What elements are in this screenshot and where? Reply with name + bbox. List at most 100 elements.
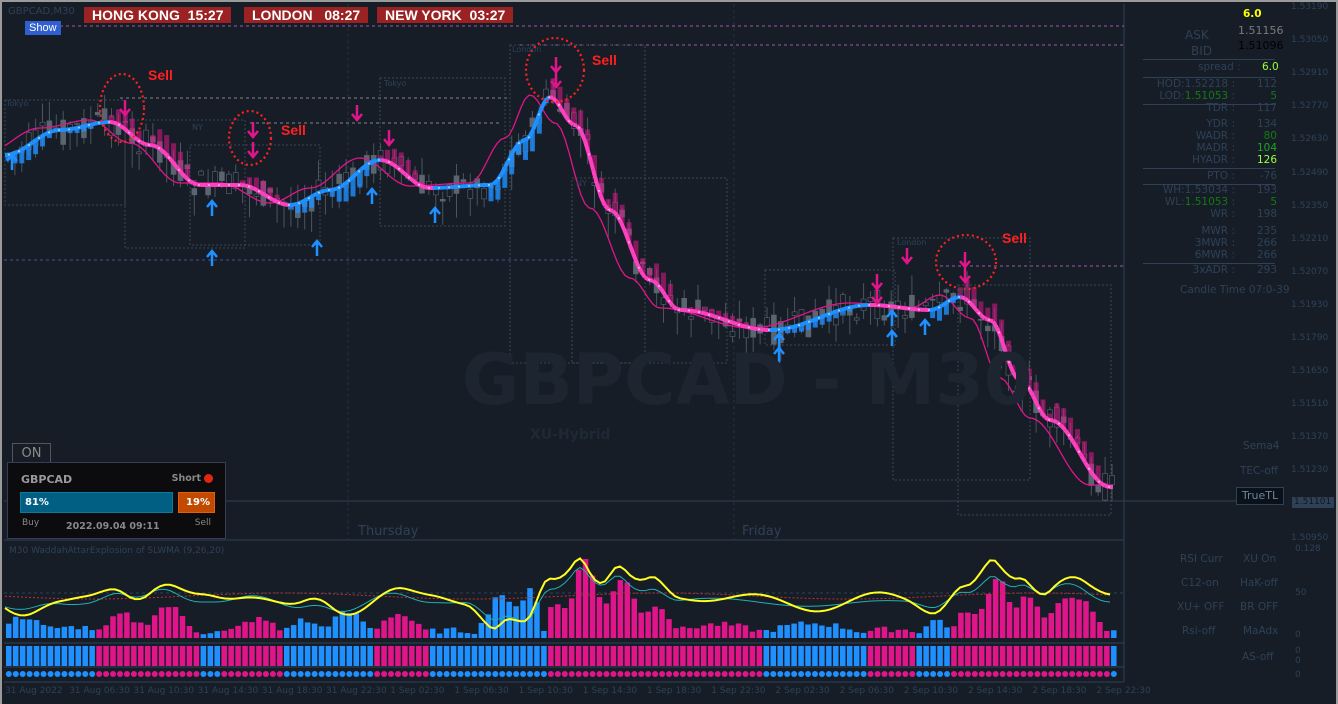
br-off-button[interactable]: BR OFF xyxy=(1240,601,1279,613)
trend-dot xyxy=(242,671,249,677)
trend-dot xyxy=(951,671,957,677)
histogram-bar xyxy=(367,627,373,638)
heiken-ashi-bar xyxy=(385,149,390,162)
histogram-bar xyxy=(395,613,401,638)
histogram-bar xyxy=(207,633,214,638)
trend-bar xyxy=(965,646,971,666)
xu-plus-off-button[interactable]: XU+ OFF xyxy=(1177,601,1225,613)
trend-dot xyxy=(228,671,235,677)
ma-dot xyxy=(1038,407,1040,410)
ma-dot xyxy=(258,190,260,193)
trend-dot xyxy=(165,671,172,677)
ma-dot xyxy=(48,131,50,134)
heiken-ashi-bar xyxy=(1075,429,1080,450)
trend-dot xyxy=(547,671,554,677)
histogram-bar xyxy=(360,621,366,638)
tec-off-label[interactable]: TEC-off xyxy=(1240,465,1279,477)
trend-bar xyxy=(979,646,985,666)
histogram-bar xyxy=(694,628,700,638)
trend-dot xyxy=(144,671,151,677)
session-label: Tokyo xyxy=(384,79,407,88)
clock-time: 15:27 xyxy=(187,7,224,23)
info-row-label: 6MWR : xyxy=(1194,249,1235,261)
candle-body xyxy=(791,311,798,316)
trend-bar xyxy=(721,646,728,666)
info-row-level: 1.52218 xyxy=(1184,78,1229,90)
dead-zone-line xyxy=(4,592,1111,600)
buy-percentage-bar: 81% xyxy=(20,492,173,513)
trend-ma-line xyxy=(300,198,306,205)
ma-dot xyxy=(408,176,410,179)
top-value: 6.0 xyxy=(1243,8,1262,20)
trend-dot xyxy=(812,671,818,677)
candle-body xyxy=(929,298,936,301)
histogram-bar xyxy=(429,628,436,638)
trend-bar xyxy=(555,646,561,666)
trend-dot xyxy=(193,671,200,677)
histogram-bar xyxy=(596,597,603,638)
heiken-ashi-bar xyxy=(937,307,942,321)
ma-dot xyxy=(948,299,950,302)
ma-dot xyxy=(1058,422,1060,425)
heiken-ashi-bar xyxy=(178,151,183,172)
on-button[interactable]: ON xyxy=(12,443,51,464)
truetl-button[interactable]: TrueTL xyxy=(1236,487,1284,505)
candle-body xyxy=(467,189,474,199)
trend-bar xyxy=(19,646,26,666)
histogram-bar xyxy=(374,628,380,638)
price-tick: 1.52210 xyxy=(1291,233,1329,244)
trend-ma-line xyxy=(312,191,318,198)
histogram-bar xyxy=(131,622,137,638)
as-off-button[interactable]: AS-off xyxy=(1242,651,1274,663)
trend-bar xyxy=(937,646,943,666)
trend-dot xyxy=(374,671,381,677)
trend-bar xyxy=(742,646,749,666)
rsi-curr-button[interactable]: RSI Curr xyxy=(1180,553,1223,565)
heiken-ashi-bar xyxy=(529,131,535,152)
ma-dot xyxy=(928,308,930,311)
trend-ma-line xyxy=(832,309,838,315)
ma-dot xyxy=(1068,434,1070,437)
trend-dot xyxy=(499,671,506,677)
sema4-label[interactable]: Sema4 xyxy=(1243,440,1280,452)
histogram-bar xyxy=(624,582,631,638)
histogram-bar xyxy=(958,612,964,638)
ma-dot xyxy=(588,153,590,156)
xu-on-button[interactable]: XU On xyxy=(1243,553,1277,565)
explosion-line xyxy=(4,566,1111,622)
sell-arrow-icon xyxy=(247,142,259,159)
trend-ma-line xyxy=(712,314,718,320)
time-tick: 1 Sep 02:30 xyxy=(390,686,445,696)
trend-bar xyxy=(165,646,172,666)
trend-dot xyxy=(909,671,916,677)
info-row-label: MWR : xyxy=(1201,225,1235,237)
trend-bar xyxy=(944,646,950,666)
show-button[interactable]: Show xyxy=(25,21,61,35)
trend-bar xyxy=(833,646,839,666)
c12-on-button[interactable]: C12-on xyxy=(1181,577,1219,589)
trend-dot xyxy=(749,671,756,677)
histogram-bar xyxy=(409,620,415,638)
heiken-ashi-bar xyxy=(571,107,577,125)
ma-dot xyxy=(608,208,610,211)
ma-dot xyxy=(498,177,500,180)
trend-dot xyxy=(332,671,339,677)
trend-bar xyxy=(1048,646,1054,666)
heiken-ashi-bar xyxy=(702,307,708,314)
histogram-bar xyxy=(6,623,12,638)
price-tick: 1.50950 xyxy=(1291,533,1329,543)
rsi-off-button[interactable]: Rsi-off xyxy=(1182,625,1216,637)
trend-bar xyxy=(75,646,81,666)
maadx-button[interactable]: MaAdx xyxy=(1243,625,1279,637)
trend-ma-line xyxy=(1052,418,1058,425)
trend-bar xyxy=(1041,646,1048,666)
trend-bar xyxy=(464,646,471,666)
heiken-ashi-bar xyxy=(1033,382,1039,403)
hak-off-button[interactable]: HaK-off xyxy=(1240,577,1278,589)
heiken-ashi-bar xyxy=(633,240,639,261)
sentiment-panel: GBPCAD Short 81% 19% Buy 2022.09.04 09:1… xyxy=(7,462,226,539)
trend-bar xyxy=(151,646,158,666)
trend-ma-line xyxy=(1023,381,1031,390)
trend-bar xyxy=(589,646,596,666)
